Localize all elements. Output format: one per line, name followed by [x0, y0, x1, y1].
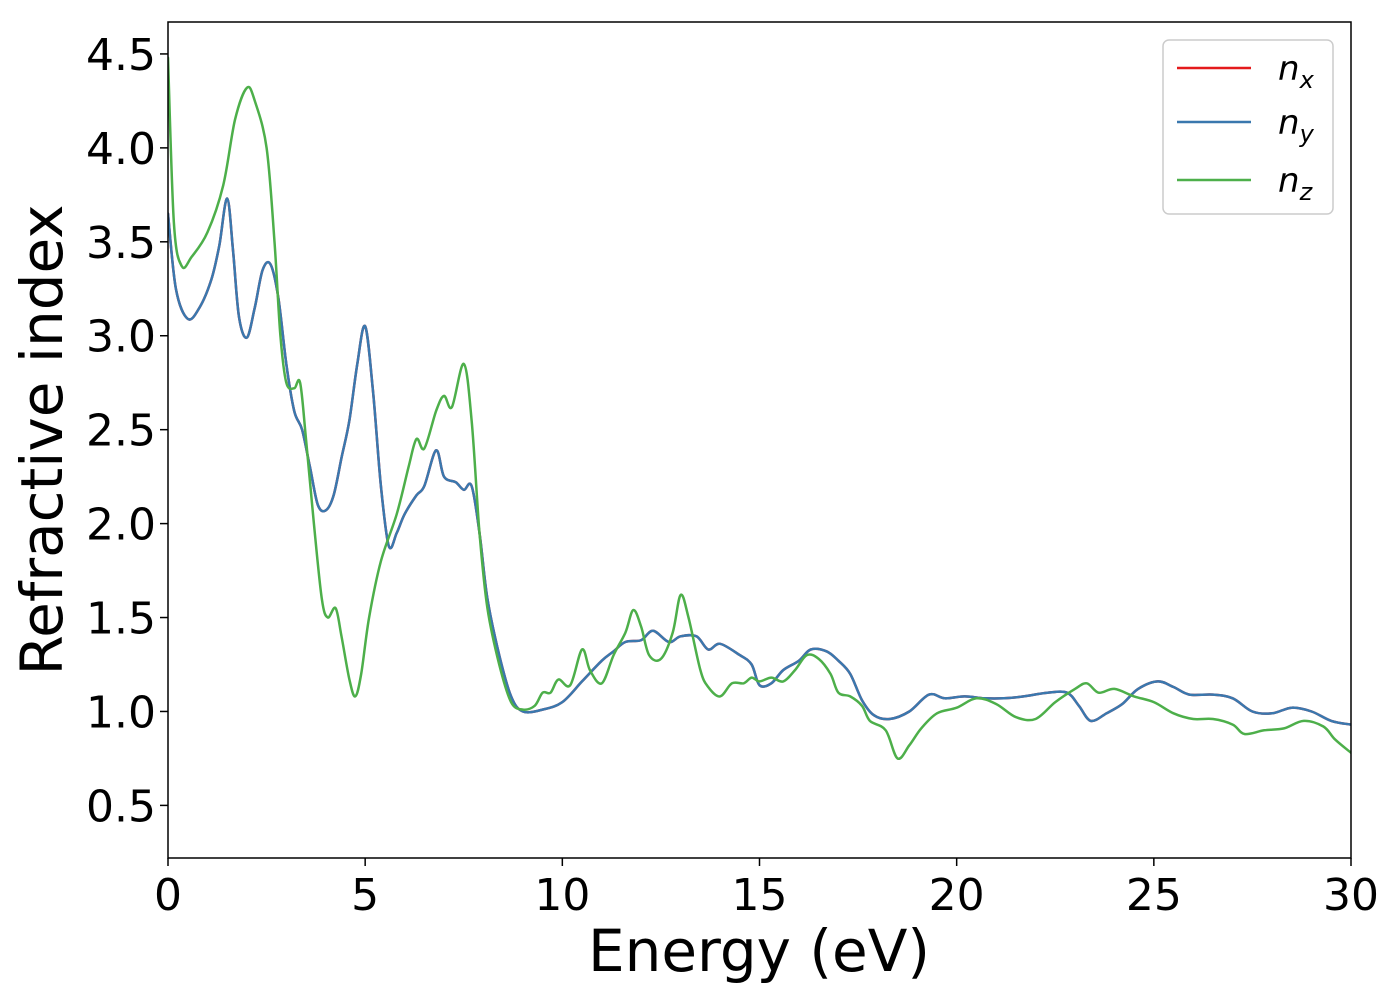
- y-tick-label: 4.5: [86, 30, 156, 81]
- y-tick-label: 0.5: [86, 781, 156, 832]
- x-axis-title: Energy (eV): [588, 917, 930, 985]
- legend-label-z: nz: [1278, 161, 1314, 206]
- legend-label-y: ny: [1278, 103, 1315, 148]
- series-line-y: [168, 197, 1351, 726]
- legend-label-base: n: [1278, 103, 1300, 143]
- y-axis-title: Refractive index: [8, 204, 76, 675]
- y-tick-label: 2.5: [86, 406, 156, 457]
- series-layer: [168, 56, 1351, 761]
- legend-box: [1162, 39, 1334, 215]
- y-tick-label: 1.5: [86, 594, 156, 645]
- y-tick-label: 2.0: [86, 500, 156, 551]
- y-tick-label: 1.0: [86, 687, 156, 738]
- x-tick-label: 10: [534, 870, 590, 921]
- legend-label-subscript: y: [1299, 120, 1315, 148]
- legend-label-subscript: z: [1299, 178, 1314, 206]
- legend-label-subscript: x: [1299, 66, 1315, 94]
- x-tick-label: 30: [1323, 870, 1379, 921]
- legend-label-base: n: [1278, 161, 1300, 201]
- legend-label-x: nx: [1278, 49, 1315, 94]
- legend-label-base: n: [1278, 49, 1300, 89]
- x-tick-label: 0: [154, 870, 182, 921]
- y-tick-label: 3.5: [86, 218, 156, 269]
- x-tick-label: 5: [351, 870, 379, 921]
- axis-ticks: 0 5 10 15 20 25 30 0.5 1.0 1.5 2.0 2.5 3.0 3.5 4.0 4.5: [86, 30, 1379, 921]
- y-tick-label: 4.0: [86, 124, 156, 175]
- x-tick-label: 20: [929, 870, 985, 921]
- x-tick-label: 25: [1126, 870, 1182, 921]
- x-tick-label: 15: [732, 870, 788, 921]
- series-line-z: [168, 56, 1351, 761]
- y-tick-label: 3.0: [86, 312, 156, 363]
